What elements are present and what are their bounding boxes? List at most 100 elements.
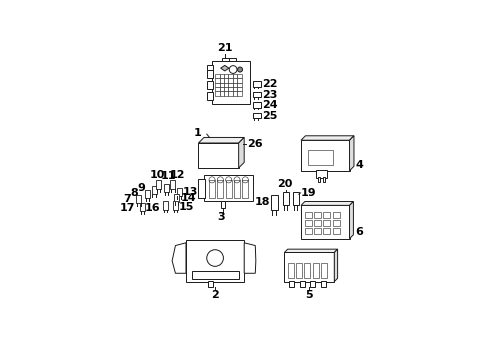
Bar (172, 201, 178, 210)
Text: 14: 14 (181, 193, 196, 203)
Bar (215, 82, 220, 87)
Bar (192, 270, 239, 279)
Bar (207, 70, 213, 78)
Text: 4: 4 (355, 160, 363, 170)
Bar (224, 78, 228, 82)
Bar (198, 143, 239, 168)
Text: 25: 25 (263, 111, 278, 121)
Bar (212, 61, 250, 104)
Text: 11: 11 (161, 171, 176, 181)
Bar (233, 91, 237, 96)
Bar (237, 82, 242, 87)
Bar (186, 240, 244, 282)
Bar (305, 228, 312, 234)
Bar (313, 263, 319, 278)
Bar (333, 228, 340, 234)
Text: 16: 16 (145, 203, 160, 212)
Bar (207, 81, 213, 89)
Bar (232, 137, 235, 140)
Bar (236, 140, 239, 144)
Bar (233, 74, 237, 78)
Bar (237, 78, 242, 82)
Text: 12: 12 (170, 170, 185, 180)
Bar (220, 91, 224, 96)
Bar (333, 220, 340, 226)
Bar (225, 180, 232, 198)
Bar (232, 140, 235, 144)
Bar (296, 263, 302, 278)
Bar (233, 87, 237, 91)
Bar (314, 220, 321, 226)
Bar (145, 190, 149, 198)
Polygon shape (172, 243, 186, 273)
Bar (228, 78, 233, 82)
Bar (293, 192, 299, 205)
Bar (140, 203, 145, 211)
Bar (240, 148, 243, 151)
Polygon shape (349, 202, 353, 239)
Bar (240, 144, 243, 147)
Bar (220, 74, 224, 78)
Bar (156, 180, 161, 189)
Bar (322, 177, 325, 182)
Text: 26: 26 (247, 139, 263, 149)
Bar (323, 228, 330, 234)
Bar (164, 184, 169, 192)
Bar (220, 87, 224, 91)
Text: 1: 1 (193, 128, 201, 138)
Bar (236, 148, 239, 151)
Circle shape (238, 67, 243, 72)
Text: 21: 21 (217, 44, 233, 53)
Bar (240, 140, 243, 144)
Text: 20: 20 (277, 179, 293, 189)
Bar (333, 212, 340, 218)
Bar (301, 140, 349, 171)
Bar (224, 74, 228, 78)
Bar (242, 180, 248, 198)
Bar (217, 180, 223, 198)
Bar (215, 78, 220, 82)
Text: 2: 2 (211, 290, 219, 300)
Bar (316, 170, 327, 177)
Bar (321, 281, 326, 287)
Bar (314, 228, 321, 234)
Bar (224, 91, 228, 96)
Bar (228, 74, 233, 78)
Text: 7: 7 (123, 194, 131, 204)
Bar (305, 220, 312, 226)
Text: 18: 18 (254, 197, 270, 207)
Text: 24: 24 (263, 100, 278, 110)
Bar (311, 281, 316, 287)
Bar (240, 137, 243, 140)
Text: 19: 19 (301, 188, 317, 198)
Bar (318, 177, 320, 182)
Text: 13: 13 (182, 187, 198, 197)
Bar (176, 188, 182, 197)
Text: 17: 17 (120, 203, 135, 213)
Text: 6: 6 (355, 227, 363, 237)
Text: 3: 3 (217, 212, 224, 222)
Bar (215, 91, 220, 96)
Bar (220, 201, 225, 208)
Bar (323, 212, 330, 218)
Bar (215, 74, 220, 78)
Bar (228, 82, 233, 87)
Bar (208, 281, 213, 287)
Bar (304, 263, 311, 278)
Bar (237, 87, 242, 91)
Polygon shape (349, 136, 354, 171)
Bar (151, 186, 157, 194)
Bar (233, 78, 237, 82)
Bar (237, 74, 242, 78)
Polygon shape (239, 138, 244, 168)
Bar (300, 281, 305, 287)
Text: 5: 5 (306, 291, 313, 301)
Bar (271, 195, 278, 210)
Bar (290, 281, 294, 287)
Bar (321, 263, 327, 278)
Bar (220, 78, 224, 82)
Text: 9: 9 (137, 183, 145, 193)
Bar (236, 144, 239, 147)
Bar (207, 64, 213, 69)
Text: 23: 23 (263, 90, 278, 100)
